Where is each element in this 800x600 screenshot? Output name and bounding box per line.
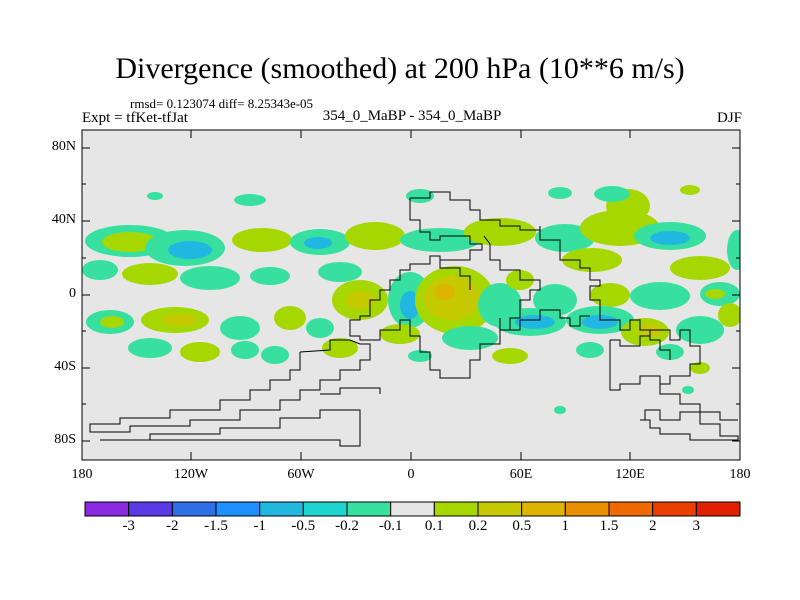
colorbar-swatch (171, 501, 217, 517)
experiment-label: Expt = tfKet-tfJat (82, 110, 188, 126)
colorbar-swatch (652, 501, 697, 517)
season-label: DJF (716, 110, 742, 126)
tick-marks (82, 130, 740, 460)
colorbar-swatch (477, 501, 523, 517)
colorbar-swatch (433, 501, 479, 517)
colorbar-swatch (390, 501, 435, 517)
y-tick-label: 80N (51, 139, 76, 154)
colorbar-swatch (302, 501, 348, 517)
colorbar-swatch (521, 501, 566, 517)
center-label: 354_0_MaBP - 354_0_MaBP (322, 108, 502, 124)
colorbar-swatch (695, 501, 741, 517)
colorbar-label: 3 (692, 518, 701, 534)
x-tick-label: 180 (71, 467, 93, 482)
colorbar-label: 2 (648, 518, 657, 534)
y-tick-label: 40S (54, 359, 76, 374)
colorbar-swatch (259, 501, 304, 517)
colorbar-label: -1 (253, 518, 266, 534)
stats-label: rmsd= 0.123074 diff= 8.25343e-05 (130, 96, 314, 111)
colorbar-label: -3 (122, 518, 135, 534)
y-tick-label: 40N (51, 212, 76, 227)
x-tick-label: 180 (729, 467, 751, 482)
colorbar-label: 0.1 (424, 518, 444, 534)
colorbar-label: -2 (166, 518, 179, 534)
colorbar-swatch (128, 501, 173, 517)
x-tick-label: 60W (287, 467, 315, 482)
x-tick-label: 60E (509, 467, 533, 482)
x-tick-label: 0 (407, 467, 415, 482)
colorbar (84, 501, 741, 517)
continent-outlines (89, 191, 739, 447)
colorbar-label: -1.5 (204, 518, 228, 534)
colorbar-label: 1 (561, 518, 570, 534)
colorbar-swatch (346, 501, 392, 517)
colorbar-swatch (215, 501, 261, 517)
colorbar-swatch (608, 501, 654, 517)
colorbar-label: 1.5 (599, 518, 619, 534)
colorbar-swatch (564, 501, 610, 517)
colorbar-swatch (84, 501, 130, 517)
x-tick-label: 120W (173, 467, 209, 482)
colorbar-label: -0.5 (291, 518, 316, 534)
colorbar-label: -0.1 (378, 518, 403, 534)
colorbar-label: 0.5 (512, 518, 532, 534)
plot-title: Divergence (smoothed) at 200 hPa (10**6 … (115, 52, 685, 85)
x-tick-label: 120E (615, 467, 645, 482)
colorbar-label: 0.2 (468, 518, 488, 534)
y-tick-label: 80S (54, 432, 76, 447)
y-tick-label: 0 (69, 286, 76, 301)
colorbar-label: -0.2 (335, 518, 359, 534)
